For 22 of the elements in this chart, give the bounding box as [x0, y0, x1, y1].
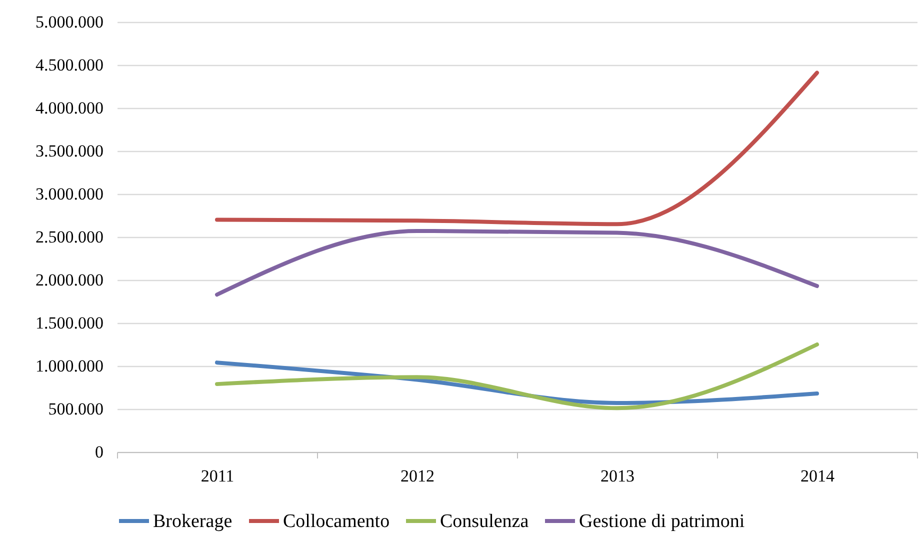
- legend-label: Collocamento: [283, 511, 390, 532]
- y-tick-label: 2.500.000: [36, 228, 104, 246]
- x-tick-label: 2011: [200, 466, 234, 486]
- y-tick-label: 4.500.000: [36, 56, 104, 74]
- y-tick-label: 5.000.000: [36, 12, 104, 32]
- legend-label: Gestione di patrimoni: [579, 511, 745, 532]
- x-tick-label: 2014: [800, 466, 835, 486]
- y-tick-label: 1.500.000: [36, 314, 104, 332]
- x-tick-label: 2012: [400, 466, 434, 486]
- y-tick-label: 2.000.000: [36, 270, 104, 290]
- y-tick-label: 0: [95, 442, 104, 462]
- y-tick-label: 1.000.000: [36, 356, 104, 376]
- y-tick-label: 500.000: [48, 400, 104, 418]
- legend-label: Consulenza: [440, 511, 530, 532]
- line-series: [215, 228, 819, 297]
- legend-label: Brokerage: [153, 511, 232, 532]
- line-series: [215, 342, 819, 410]
- y-tick-label: 4.000.000: [36, 98, 104, 118]
- y-tick-label: 3.000.000: [36, 184, 104, 204]
- line-series: [215, 70, 819, 226]
- x-tick-label: 2013: [600, 466, 634, 486]
- y-tick-label: 3.500.000: [36, 142, 104, 160]
